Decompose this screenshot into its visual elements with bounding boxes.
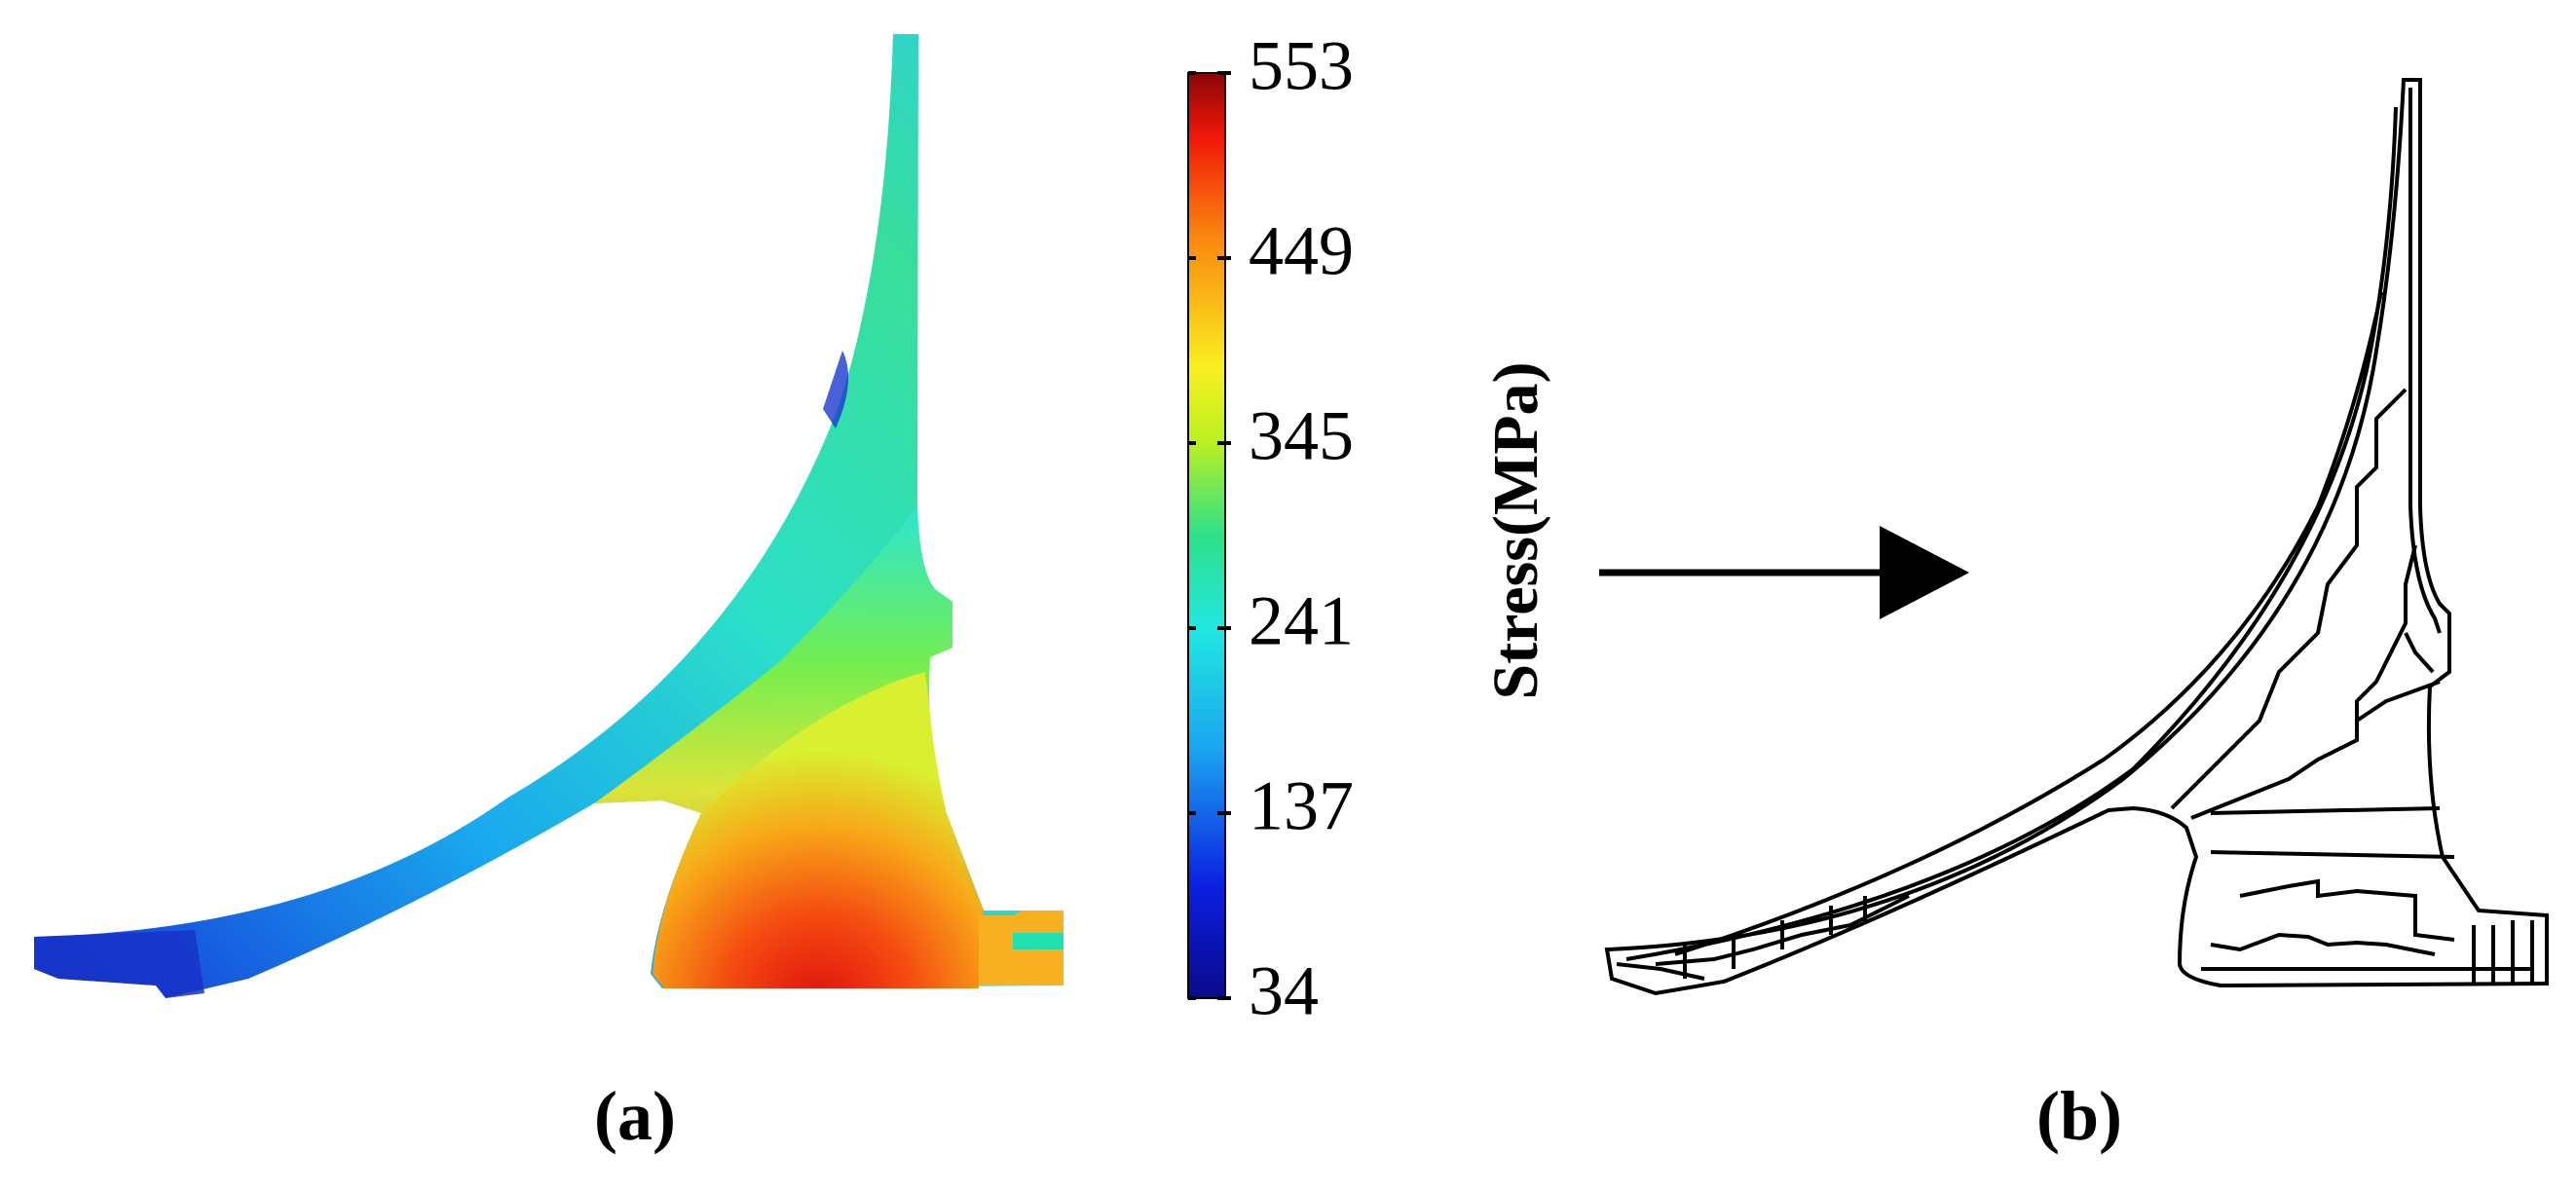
colorbar-tick-label: 34: [1249, 952, 1319, 1030]
stress-contour-plot: [34, 34, 1064, 998]
colorbar-tick-label: 449: [1249, 212, 1354, 290]
stress-colorbar: 553 449 345 241 137 34: [1187, 27, 1354, 1030]
panel-label-b: (b): [2036, 1077, 2122, 1155]
contour-base-region: [653, 672, 984, 988]
colorbar-tick-label: 137: [1249, 767, 1354, 845]
panel-label-a: (a): [594, 1077, 676, 1155]
colorbar-tick-label: 345: [1249, 397, 1354, 475]
partitioned-outline: [1604, 78, 2549, 996]
colorbar-ticks: 553 449 345 241 137 34: [1188, 27, 1354, 1030]
colorbar-gradient: [1187, 72, 1226, 999]
stress-axis-title: Stress(MPa): [1480, 361, 1551, 699]
colorbar-tick-label: 553: [1249, 27, 1354, 105]
colorbar-tick-label: 241: [1249, 582, 1354, 660]
outline-border: [1604, 78, 2549, 996]
transform-arrow: [1599, 526, 1969, 619]
contour-low-stress-spot: [823, 351, 849, 428]
